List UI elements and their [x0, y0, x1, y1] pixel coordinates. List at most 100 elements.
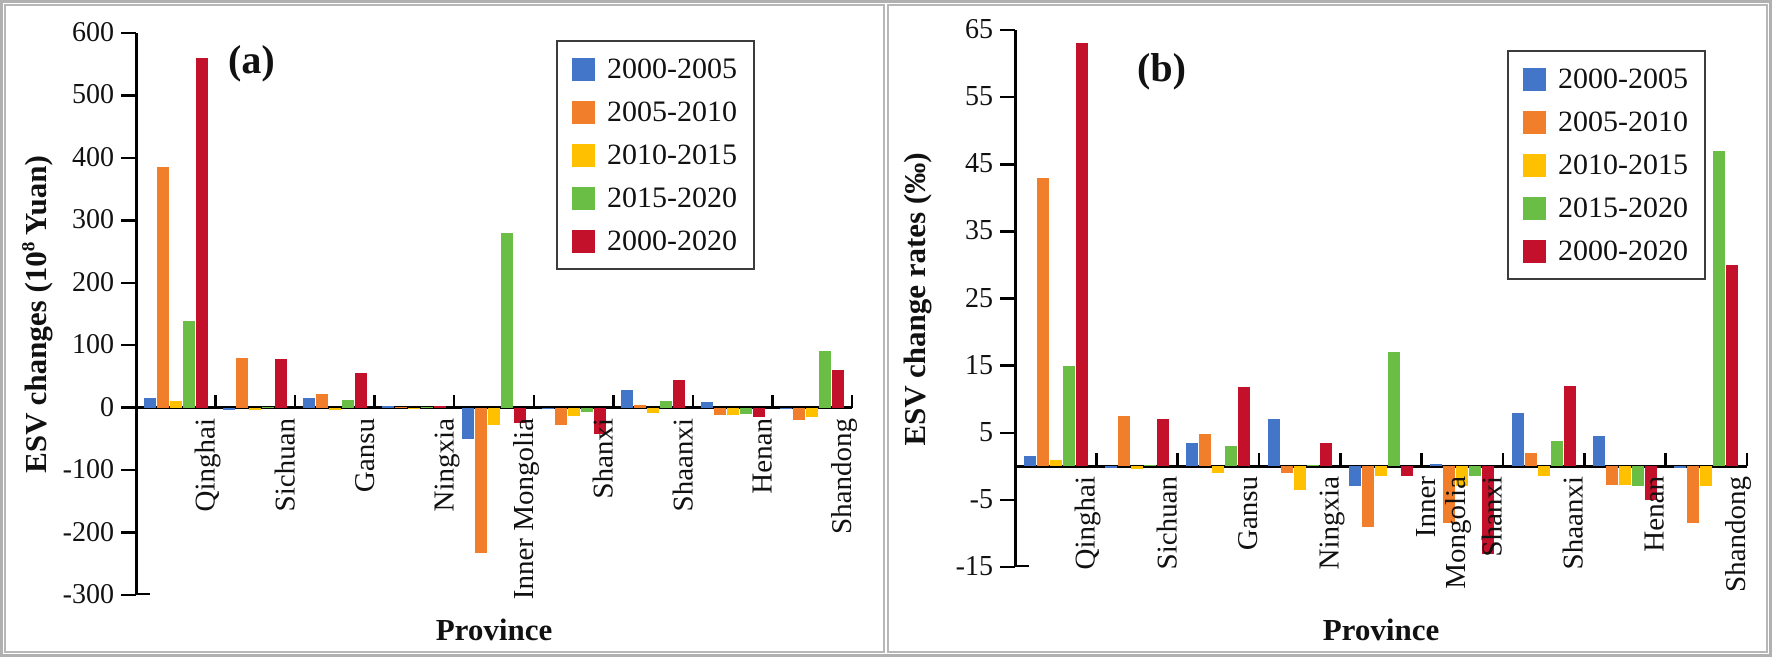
legend-row: 2010-2015 — [1523, 148, 1688, 182]
bar-2000-2020-Sichuan — [1157, 419, 1169, 467]
x-axis-label-Qinghai: Qinghai — [1069, 476, 1102, 570]
bar-2010-2015-Henan — [1619, 466, 1631, 486]
x-axis-tick — [1664, 453, 1667, 467]
x-axis-tick — [1339, 453, 1342, 467]
bar-2005-2010-Gansu — [1199, 434, 1212, 467]
y-axis-tick — [1000, 28, 1015, 32]
y-axis-tick-label: -100 — [62, 454, 114, 486]
y-axis-tick-label: -200 — [62, 516, 114, 548]
bar-2000-2020-Inner-Mongolia — [1401, 466, 1413, 477]
x-axis-tick — [850, 394, 854, 408]
legend-swatch-2015-2020 — [572, 186, 595, 210]
legend-swatch-2015-2020 — [1523, 196, 1546, 220]
bar-2000-2005-Sichuan — [223, 407, 236, 410]
legend-label: 2000-2005 — [607, 52, 737, 85]
bar-2000-2020-Inner-Mongolia — [514, 407, 526, 424]
x-axis-label-Shaanxi: Shaanxi — [667, 417, 700, 512]
bar-2000-2020-Shaanxi — [673, 379, 686, 408]
legend-row: 2005-2010 — [572, 95, 737, 129]
y-axis-tick-label: 5 — [979, 416, 993, 448]
bar-2015-2020-Shaanxi — [1550, 440, 1563, 467]
bar-2010-2015-Henan — [726, 407, 739, 415]
bar-2005-2010-Shanxi — [554, 407, 567, 425]
x-axis-label-Shandong: Shandong — [1720, 476, 1753, 593]
y-axis-tick — [121, 219, 136, 222]
y-axis-tick-label: 200 — [72, 266, 114, 298]
x-axis-label-Inner-Mongolia: Inner Mongolia — [1410, 476, 1472, 590]
legend-label: 2000-2020 — [607, 224, 737, 257]
bar-2000-2020-Ningxia — [434, 406, 447, 408]
bar-2015-2020-Shandong — [819, 351, 832, 408]
bar-2005-2010-Gansu — [315, 393, 328, 408]
y-axis-title: ESV changes (108 Yuan) — [18, 155, 53, 473]
bar-2015-2020-Qinghai — [182, 320, 195, 408]
bar-2010-2015-Shandong — [806, 407, 819, 418]
bar-2010-2015-Ningxia — [1293, 466, 1306, 490]
bar-2005-2010-Inner-Mongolia — [1362, 466, 1374, 527]
bar-2000-2020-Sichuan — [275, 358, 288, 408]
bar-2000-2005-Shaanxi — [1511, 412, 1524, 467]
y-axis-tick — [1000, 431, 1015, 434]
bar-2000-2020-Gansu — [1238, 387, 1251, 467]
bar-2015-2020-Gansu — [1225, 446, 1238, 467]
y-axis-tick — [1000, 297, 1015, 300]
legend-label: 2005-2010 — [1558, 105, 1688, 138]
x-axis-label-Gansu: Gansu — [1232, 476, 1265, 551]
bar-2015-2020-Shanxi — [1469, 466, 1482, 477]
bar-2010-2015-Shandong — [1700, 466, 1713, 487]
y-axis-tick-label: 600 — [72, 17, 114, 48]
exponent: 8 — [18, 241, 40, 252]
y-axis-tick — [1000, 364, 1015, 367]
x-axis-label-Ningxia: Ningxia — [428, 417, 461, 512]
bar-2005-2010-Shandong — [793, 407, 806, 421]
bar-2000-2020-Shanxi — [1482, 466, 1495, 554]
y-axis-tick-label: 55 — [965, 81, 993, 113]
bar-2000-2005-Shandong — [1674, 466, 1687, 469]
x-axis-label-Sichuan: Sichuan — [269, 417, 302, 512]
legend-row: 2000-2020 — [1523, 234, 1688, 268]
bar-2010-2015-Sichuan — [249, 407, 262, 410]
x-axis-tick — [532, 394, 536, 408]
y-axis-line — [134, 33, 138, 595]
legend-row: 2000-2020 — [572, 224, 737, 258]
bar-2010-2015-Sichuan — [1131, 466, 1143, 469]
bar-2015-2020-Shaanxi — [660, 400, 673, 408]
bar-2010-2015-Qinghai — [1049, 459, 1062, 467]
bar-2010-2015-Ningxia — [408, 407, 421, 409]
x-axis-tick — [1501, 453, 1505, 467]
legend-swatch-2000-2020 — [1523, 239, 1546, 263]
bar-2005-2010-Ningxia — [1280, 466, 1293, 474]
y-axis-tick-label: 300 — [72, 204, 114, 236]
bar-2015-2020-Henan — [739, 407, 752, 414]
panel-letter: (a) — [228, 37, 275, 82]
x-axis-label-Sichuan: Sichuan — [1151, 476, 1183, 570]
bar-2000-2005-Ningxia — [382, 406, 395, 408]
x-axis-label-Shanxi: Shanxi — [1476, 476, 1509, 557]
y-axis-tick-label: 100 — [72, 329, 114, 361]
legend-label: 2000-2005 — [1558, 62, 1688, 95]
bar-2000-2020-Shandong — [832, 370, 845, 408]
x-axis-label-Shaanxi: Shaanxi — [1557, 476, 1590, 570]
bar-2000-2005-Ningxia — [1267, 419, 1280, 467]
y-axis-tick-label: 25 — [965, 282, 993, 314]
y-axis-tick — [121, 31, 136, 35]
y-axis-tick — [121, 531, 136, 534]
bar-2015-2020-Qinghai — [1062, 365, 1075, 467]
legend-label: 2000-2020 — [1558, 234, 1688, 267]
bar-2000-2005-Gansu — [1186, 442, 1199, 467]
bar-2000-2005-Shaanxi — [621, 389, 634, 408]
legend-label: 2015-2020 — [1558, 191, 1688, 224]
legend-row: 2000-2005 — [1523, 62, 1688, 96]
y-axis-tick — [121, 406, 136, 409]
y-axis-tick — [1000, 163, 1015, 166]
x-axis-label-Henan: Henan — [1639, 476, 1671, 552]
x-axis-label-Shanxi: Shanxi — [587, 417, 620, 499]
bar-2010-2015-Shaanxi — [647, 407, 660, 413]
y-axis-tick-label: 500 — [72, 79, 114, 111]
y-axis-tick-label: 400 — [72, 141, 114, 173]
y-axis-tick — [1000, 95, 1015, 99]
bar-2005-2010-Sichuan — [1118, 415, 1130, 467]
legend-box: 2000-2005 2005-2010 2010-2015 2015-2020 2000… — [556, 40, 755, 270]
x-axis-label-Gansu: Gansu — [348, 417, 381, 492]
